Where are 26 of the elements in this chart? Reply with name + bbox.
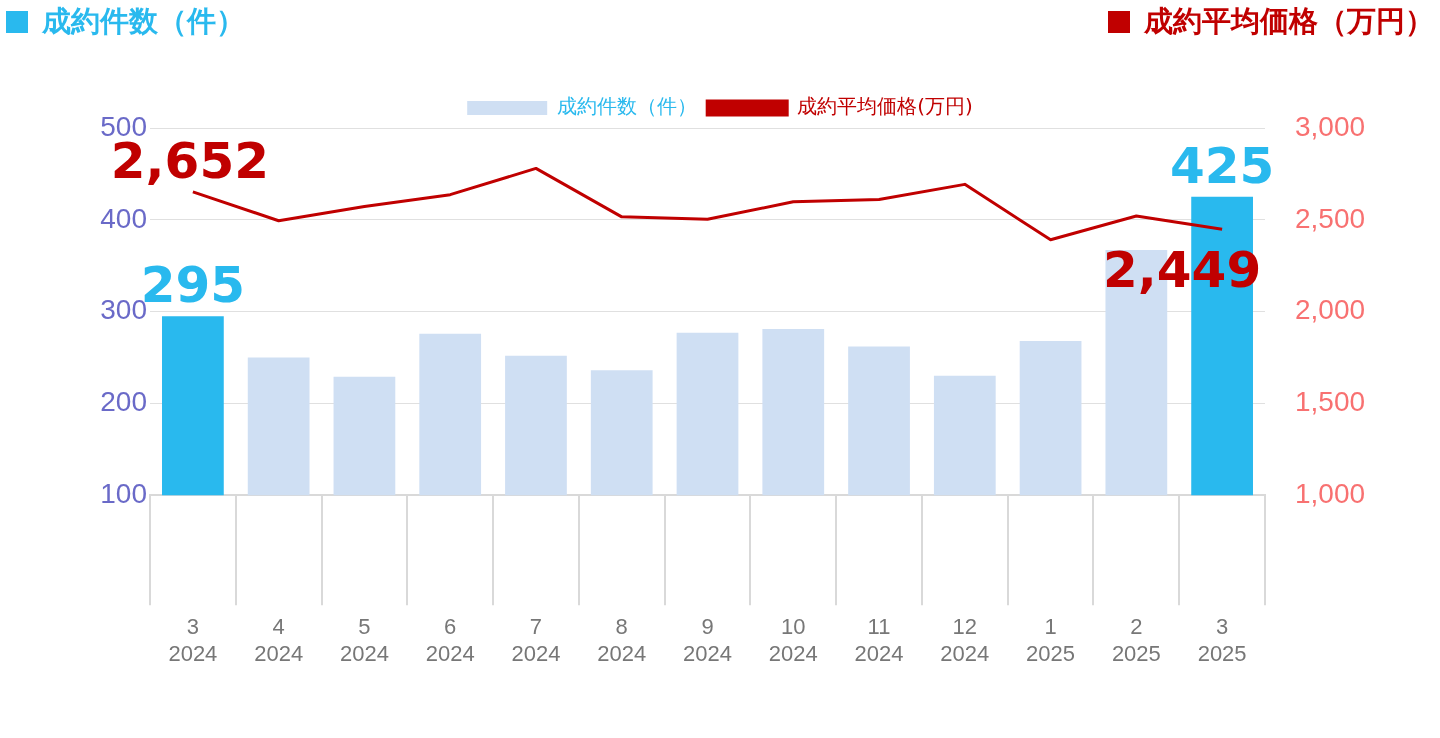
y-axis-title: 成約件数（件） (42, 3, 245, 40)
x-tick-label: 5 2024 (339, 614, 389, 666)
y2-tick-label: 1,500 (1295, 386, 1366, 418)
x-tick-label: 9 2024 (683, 614, 732, 666)
y2-tick-label: 1,000 (1295, 477, 1366, 509)
x-tick-label: 11 2024 (854, 614, 904, 666)
x-tick-label: 3 2025 (1197, 614, 1247, 666)
y2-tick-label: 2,000 (1295, 294, 1366, 326)
x-tick-label: 6 2024 (425, 614, 475, 666)
y-tick-label: 200 (100, 386, 147, 418)
y2-tick-label: 3,000 (1295, 110, 1366, 142)
x-tick-label: 10 2024 (768, 614, 818, 666)
x-tick-label: 3 2024 (168, 614, 218, 666)
x-tick-label: 12 2024 (940, 614, 990, 666)
legend-label: 成約平均価格(万円) (797, 94, 973, 119)
data-label: 425 (1169, 136, 1275, 195)
y2-axis-title: 成約平均価格（万円） (1144, 3, 1434, 40)
x-tick-label: 2 2025 (1111, 614, 1161, 666)
y-tick-label: 100 (100, 477, 147, 509)
legend-label: 成約件数（件） (557, 94, 698, 119)
x-tick-label: 8 2024 (597, 614, 647, 666)
x-tick-label: 4 2024 (254, 614, 304, 666)
x-tick-label: 7 2024 (511, 614, 561, 666)
x-tick-label: 1 2025 (1026, 614, 1076, 666)
y2-tick-label: 2,500 (1295, 202, 1366, 234)
y-tick-label: 400 (100, 202, 147, 234)
